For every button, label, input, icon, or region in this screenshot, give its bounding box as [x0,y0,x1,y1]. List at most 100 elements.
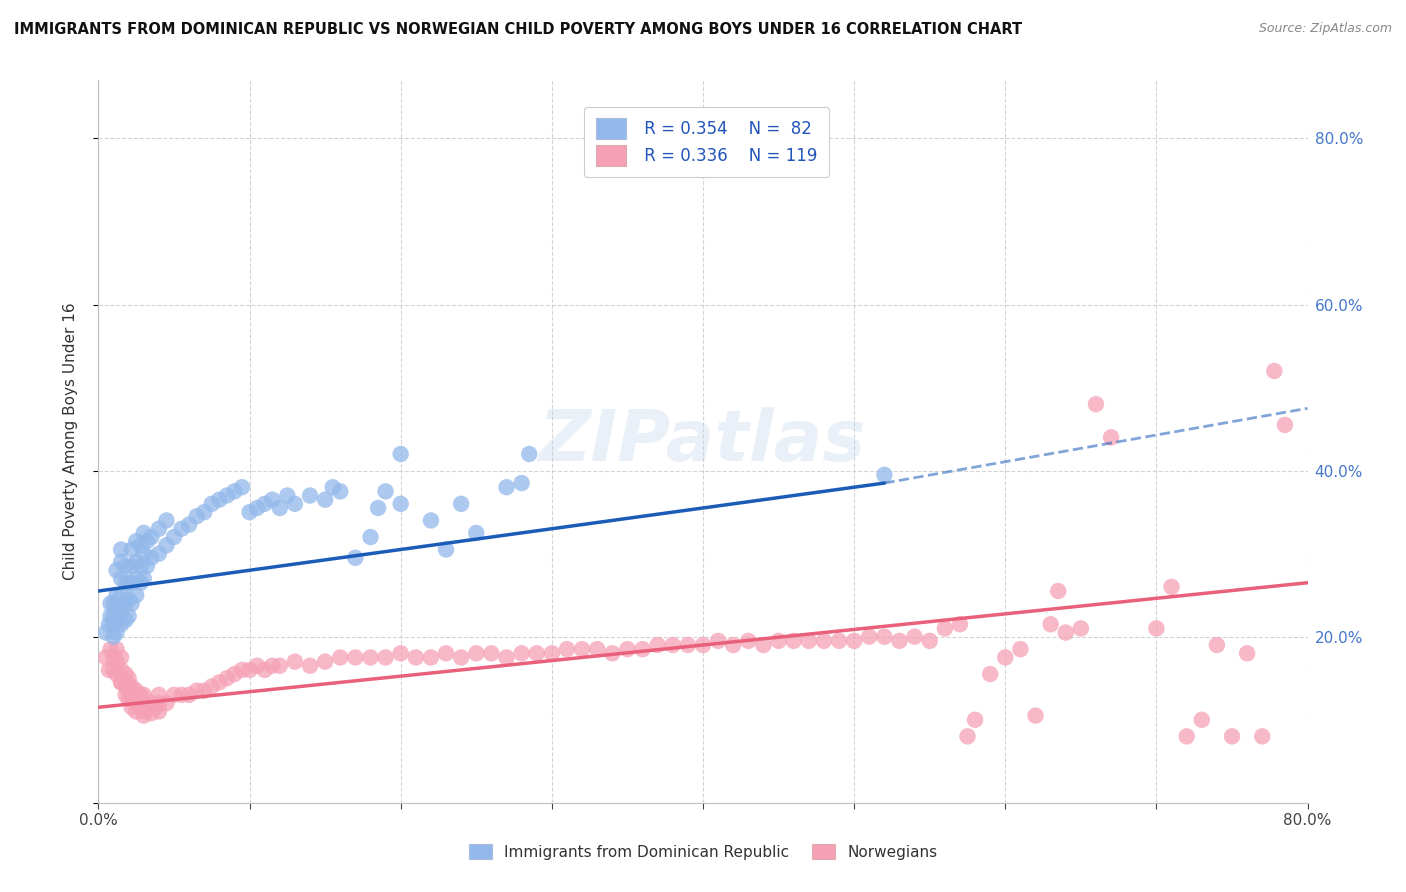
Point [768,633,790,648]
Point [125,555,148,569]
Point [1191,713,1213,727]
Text: IMMIGRANTS FROM DOMINICAN REPUBLIC VS NORWEGIAN CHILD POVERTY AMONG BOYS UNDER 1: IMMIGRANTS FROM DOMINICAN REPUBLIC VS NO… [14,22,1022,37]
Point [752,638,775,652]
Point [129,559,152,574]
Point [132,696,155,710]
Point [1236,646,1258,660]
Point [94,650,117,665]
Point [956,730,979,744]
Point [135,534,157,549]
Point [186,683,208,698]
Point [105,613,128,627]
Point [103,597,125,611]
Point [105,600,128,615]
Point [141,530,163,544]
Point [121,575,143,590]
Point [873,630,896,644]
Point [994,650,1017,665]
Point [555,642,578,657]
Point [360,530,382,544]
Point [125,705,148,719]
Y-axis label: Child Poverty Among Boys Under 16: Child Poverty Among Boys Under 16 [63,302,77,581]
Point [873,467,896,482]
Point [329,650,352,665]
Point [1220,730,1243,744]
Point [510,476,533,491]
Point [517,447,540,461]
Point [571,642,593,657]
Point [105,642,128,657]
Point [105,563,128,577]
Point [163,688,186,702]
Point [1039,617,1062,632]
Point [100,642,122,657]
Point [103,630,125,644]
Point [114,688,136,702]
Point [344,550,367,565]
Point [98,617,121,632]
Point [1024,708,1046,723]
Point [114,680,136,694]
Point [103,650,125,665]
Point [141,696,163,710]
Point [110,605,132,619]
Point [215,671,238,685]
Point [170,688,193,702]
Point [201,680,224,694]
Point [1160,580,1182,594]
Point [103,617,125,632]
Point [110,617,132,632]
Point [132,705,155,719]
Point [148,522,170,536]
Point [344,650,367,665]
Point [145,700,167,714]
Point [110,555,132,569]
Point [105,655,128,669]
Point [450,650,472,665]
Point [299,658,322,673]
Point [783,633,806,648]
Point [132,688,155,702]
Point [360,650,382,665]
Point [100,597,122,611]
Point [224,667,246,681]
Point [148,696,170,710]
Point [631,642,654,657]
Point [586,642,609,657]
Point [121,559,143,574]
Point [1175,730,1198,744]
Text: Source: ZipAtlas.com: Source: ZipAtlas.com [1258,22,1392,36]
Point [405,650,427,665]
Point [374,650,396,665]
Point [465,525,488,540]
Point [828,633,851,648]
Point [1010,642,1032,657]
Point [723,638,745,652]
Point [813,633,835,648]
Point [737,633,759,648]
Point [253,663,276,677]
Point [118,575,141,590]
Point [367,500,389,515]
Point [163,530,186,544]
Point [965,713,987,727]
Point [125,572,148,586]
Point [269,500,291,515]
Point [434,646,457,660]
Point [110,650,132,665]
Point [434,542,457,557]
Point [179,688,201,702]
Point [103,609,125,624]
Text: ZIPatlas: ZIPatlas [540,407,866,476]
Point [132,708,155,723]
Point [103,663,125,677]
Point [322,480,344,494]
Point [193,683,215,698]
Point [94,625,117,640]
Point [135,700,157,714]
Point [148,547,170,561]
Point [692,638,714,652]
Point [495,650,517,665]
Point [125,696,148,710]
Point [276,489,298,503]
